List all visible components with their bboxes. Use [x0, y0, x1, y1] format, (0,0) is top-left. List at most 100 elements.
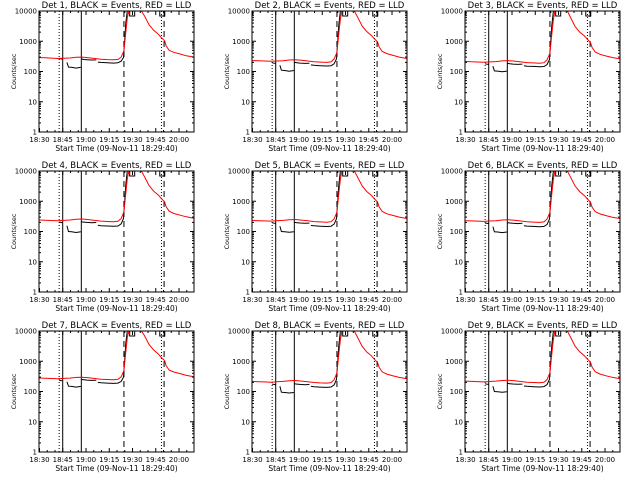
x-axis-label: Start Time (09-Nov-11 18:29:40): [268, 304, 390, 313]
events-line: [66, 62, 81, 69]
y-tick-label: 10000: [441, 328, 463, 336]
x-tick-label: 20:00: [382, 136, 402, 144]
panel-title: Det 2, BLACK = Events, RED = LLD: [255, 1, 405, 11]
x-tick-label: 19:15: [99, 296, 119, 304]
flag-marker: [555, 331, 562, 337]
events-line: [310, 11, 341, 67]
flag-marker: [585, 171, 592, 177]
events-line: [97, 171, 128, 227]
panel-title: Det 1, BLACK = Events, RED = LLD: [42, 1, 192, 11]
x-tick-label: 20:00: [169, 136, 189, 144]
series-group: [252, 11, 407, 72]
x-axis: 18:30 18:45 19:00 19:15 19:30 19:45 20:00: [29, 171, 189, 304]
x-axis-label: Start Time (09-Nov-11 18:29:40): [268, 464, 390, 473]
lld-line: [140, 11, 194, 58]
panel-det-2: Det 2, BLACK = Events, RED = LLD 1 10 100 10…: [223, 1, 408, 153]
x-tick-label: 19:45: [146, 136, 166, 144]
events-line: [81, 379, 97, 381]
y-tick-label: 10000: [15, 8, 37, 16]
x-tick-label: 19:30: [548, 296, 568, 304]
marker-lines: [271, 11, 378, 132]
y-tick-label: 100: [450, 388, 463, 396]
x-axis: 18:30 18:45 19:00 19:15 19:30 19:45 20:00: [242, 331, 402, 464]
events-line: [492, 66, 507, 73]
y-tick-label: 1000: [445, 38, 463, 46]
x-tick-label: 19:45: [572, 296, 592, 304]
y-tick-label: 10000: [228, 328, 250, 336]
x-tick-label: 20:00: [595, 296, 615, 304]
y-axis: 1 10 100 1000 10000: [228, 328, 407, 457]
panel-title: Det 7, BLACK = Events, RED = LLD: [42, 321, 192, 331]
y-axis-label: Counts/sec: [436, 53, 444, 89]
y-axis: 1 10 100 1000 10000: [15, 328, 194, 457]
x-tick-label: 19:30: [122, 136, 142, 144]
y-tick-label: 10: [241, 418, 250, 426]
y-tick-label: 1000: [232, 198, 250, 206]
x-tick-label: 19:15: [525, 456, 545, 464]
panel-det-7: Det 7, BLACK = Events, RED = LLD 1 10 100 10…: [10, 321, 195, 473]
x-tick-label: 19:45: [359, 296, 379, 304]
flag-marker: [555, 171, 562, 177]
lld-line: [252, 11, 343, 63]
events-line: [279, 386, 294, 394]
lld-line: [252, 331, 343, 384]
x-axis-label: Start Time (09-Nov-11 18:29:40): [481, 144, 603, 153]
flag-marker: [159, 331, 166, 337]
y-tick-label: 1: [459, 289, 463, 297]
x-tick-label: 20:00: [169, 456, 189, 464]
x-tick-label: 19:00: [76, 296, 96, 304]
y-axis-label: Counts/sec: [223, 373, 231, 409]
lld-line: [353, 331, 407, 380]
events-line: [59, 379, 63, 382]
flag-marker: [342, 11, 349, 17]
x-tick-label: 19:00: [502, 456, 522, 464]
flag-marker: [129, 171, 136, 177]
x-tick-label: 18:45: [53, 456, 73, 464]
x-tick-label: 19:00: [289, 456, 309, 464]
events-line: [507, 222, 523, 225]
marker-lines: [58, 11, 165, 132]
events-line: [485, 222, 489, 225]
x-tick-label: 18:45: [479, 456, 499, 464]
x-tick-label: 20:00: [382, 296, 402, 304]
panel-det-3: Det 3, BLACK = Events, RED = LLD 1 10 100 10…: [436, 1, 621, 153]
lld-line: [465, 11, 556, 64]
events-line: [97, 331, 128, 384]
y-axis: 1 10 100 1000 10000: [441, 8, 620, 137]
flag-marker: [129, 331, 136, 337]
x-tick-label: 19:45: [359, 456, 379, 464]
panel-det-9: Det 9, BLACK = Events, RED = LLD 1 10 100 10…: [436, 321, 621, 473]
x-tick-label: 18:30: [242, 136, 262, 144]
flag-marker: [159, 11, 166, 17]
x-tick-label: 19:30: [335, 456, 355, 464]
lld-line: [140, 331, 194, 378]
y-tick-label: 100: [24, 68, 37, 76]
x-tick-label: 19:15: [312, 296, 332, 304]
events-line: [507, 382, 523, 385]
y-tick-label: 100: [237, 68, 250, 76]
panel-title: Det 9, BLACK = Events, RED = LLD: [468, 321, 618, 331]
y-axis-label: Counts/sec: [223, 213, 231, 249]
y-axis: 1 10 100 1000 10000: [15, 8, 194, 137]
y-tick-label: 1: [246, 289, 250, 297]
x-tick-label: 18:30: [242, 456, 262, 464]
x-tick-label: 18:30: [455, 456, 475, 464]
x-tick-label: 19:30: [548, 136, 568, 144]
flag-marker: [555, 11, 562, 17]
x-axis: 18:30 18:45 19:00 19:15 19:30 19:45 20:00: [455, 171, 615, 304]
y-tick-label: 10: [454, 418, 463, 426]
x-tick-label: 18:45: [266, 136, 286, 144]
y-tick-label: 1: [246, 449, 250, 457]
y-tick-label: 1000: [445, 198, 463, 206]
events-line: [310, 171, 341, 228]
lld-line: [566, 331, 620, 380]
events-line: [294, 61, 310, 64]
x-tick-label: 19:45: [572, 136, 592, 144]
events-line: [97, 11, 128, 64]
x-tick-label: 19:00: [502, 296, 522, 304]
x-tick-label: 20:00: [169, 296, 189, 304]
events-line: [294, 383, 310, 386]
x-tick-label: 19:15: [99, 456, 119, 464]
